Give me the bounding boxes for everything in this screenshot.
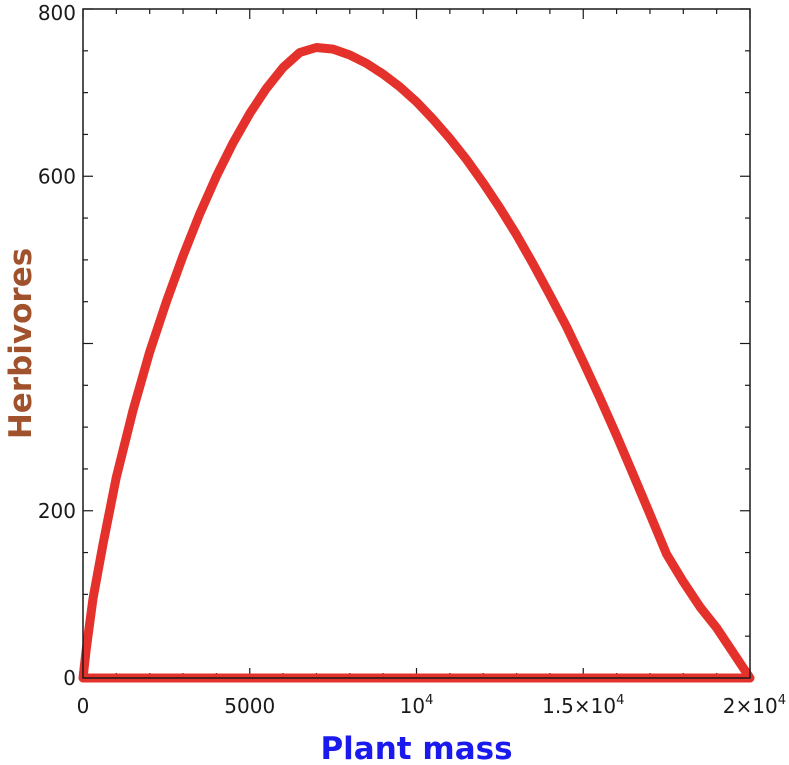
x-tick-label: 5000 xyxy=(224,694,275,718)
plot-frame xyxy=(82,8,751,679)
x-tick-label: 2×104 xyxy=(723,693,786,718)
x-tick-label: 0 xyxy=(77,694,90,718)
y-tick-label: 600 xyxy=(38,164,76,188)
ticks xyxy=(82,8,751,679)
x-axis-label: Plant mass xyxy=(320,731,512,765)
x-tick-label: 104 xyxy=(400,693,434,718)
y-axis-label: Herbivores xyxy=(3,248,39,439)
series-line xyxy=(78,43,755,683)
x-tick-label: 1.5×104 xyxy=(542,693,624,718)
y-tick-label: 200 xyxy=(38,499,76,523)
y-tick-label: 800 xyxy=(38,1,76,25)
tick-labels: 0 5000 104 1.5×104 2×104 0 200 600 800 xyxy=(38,1,786,718)
y-tick-label: 0 xyxy=(63,666,76,690)
